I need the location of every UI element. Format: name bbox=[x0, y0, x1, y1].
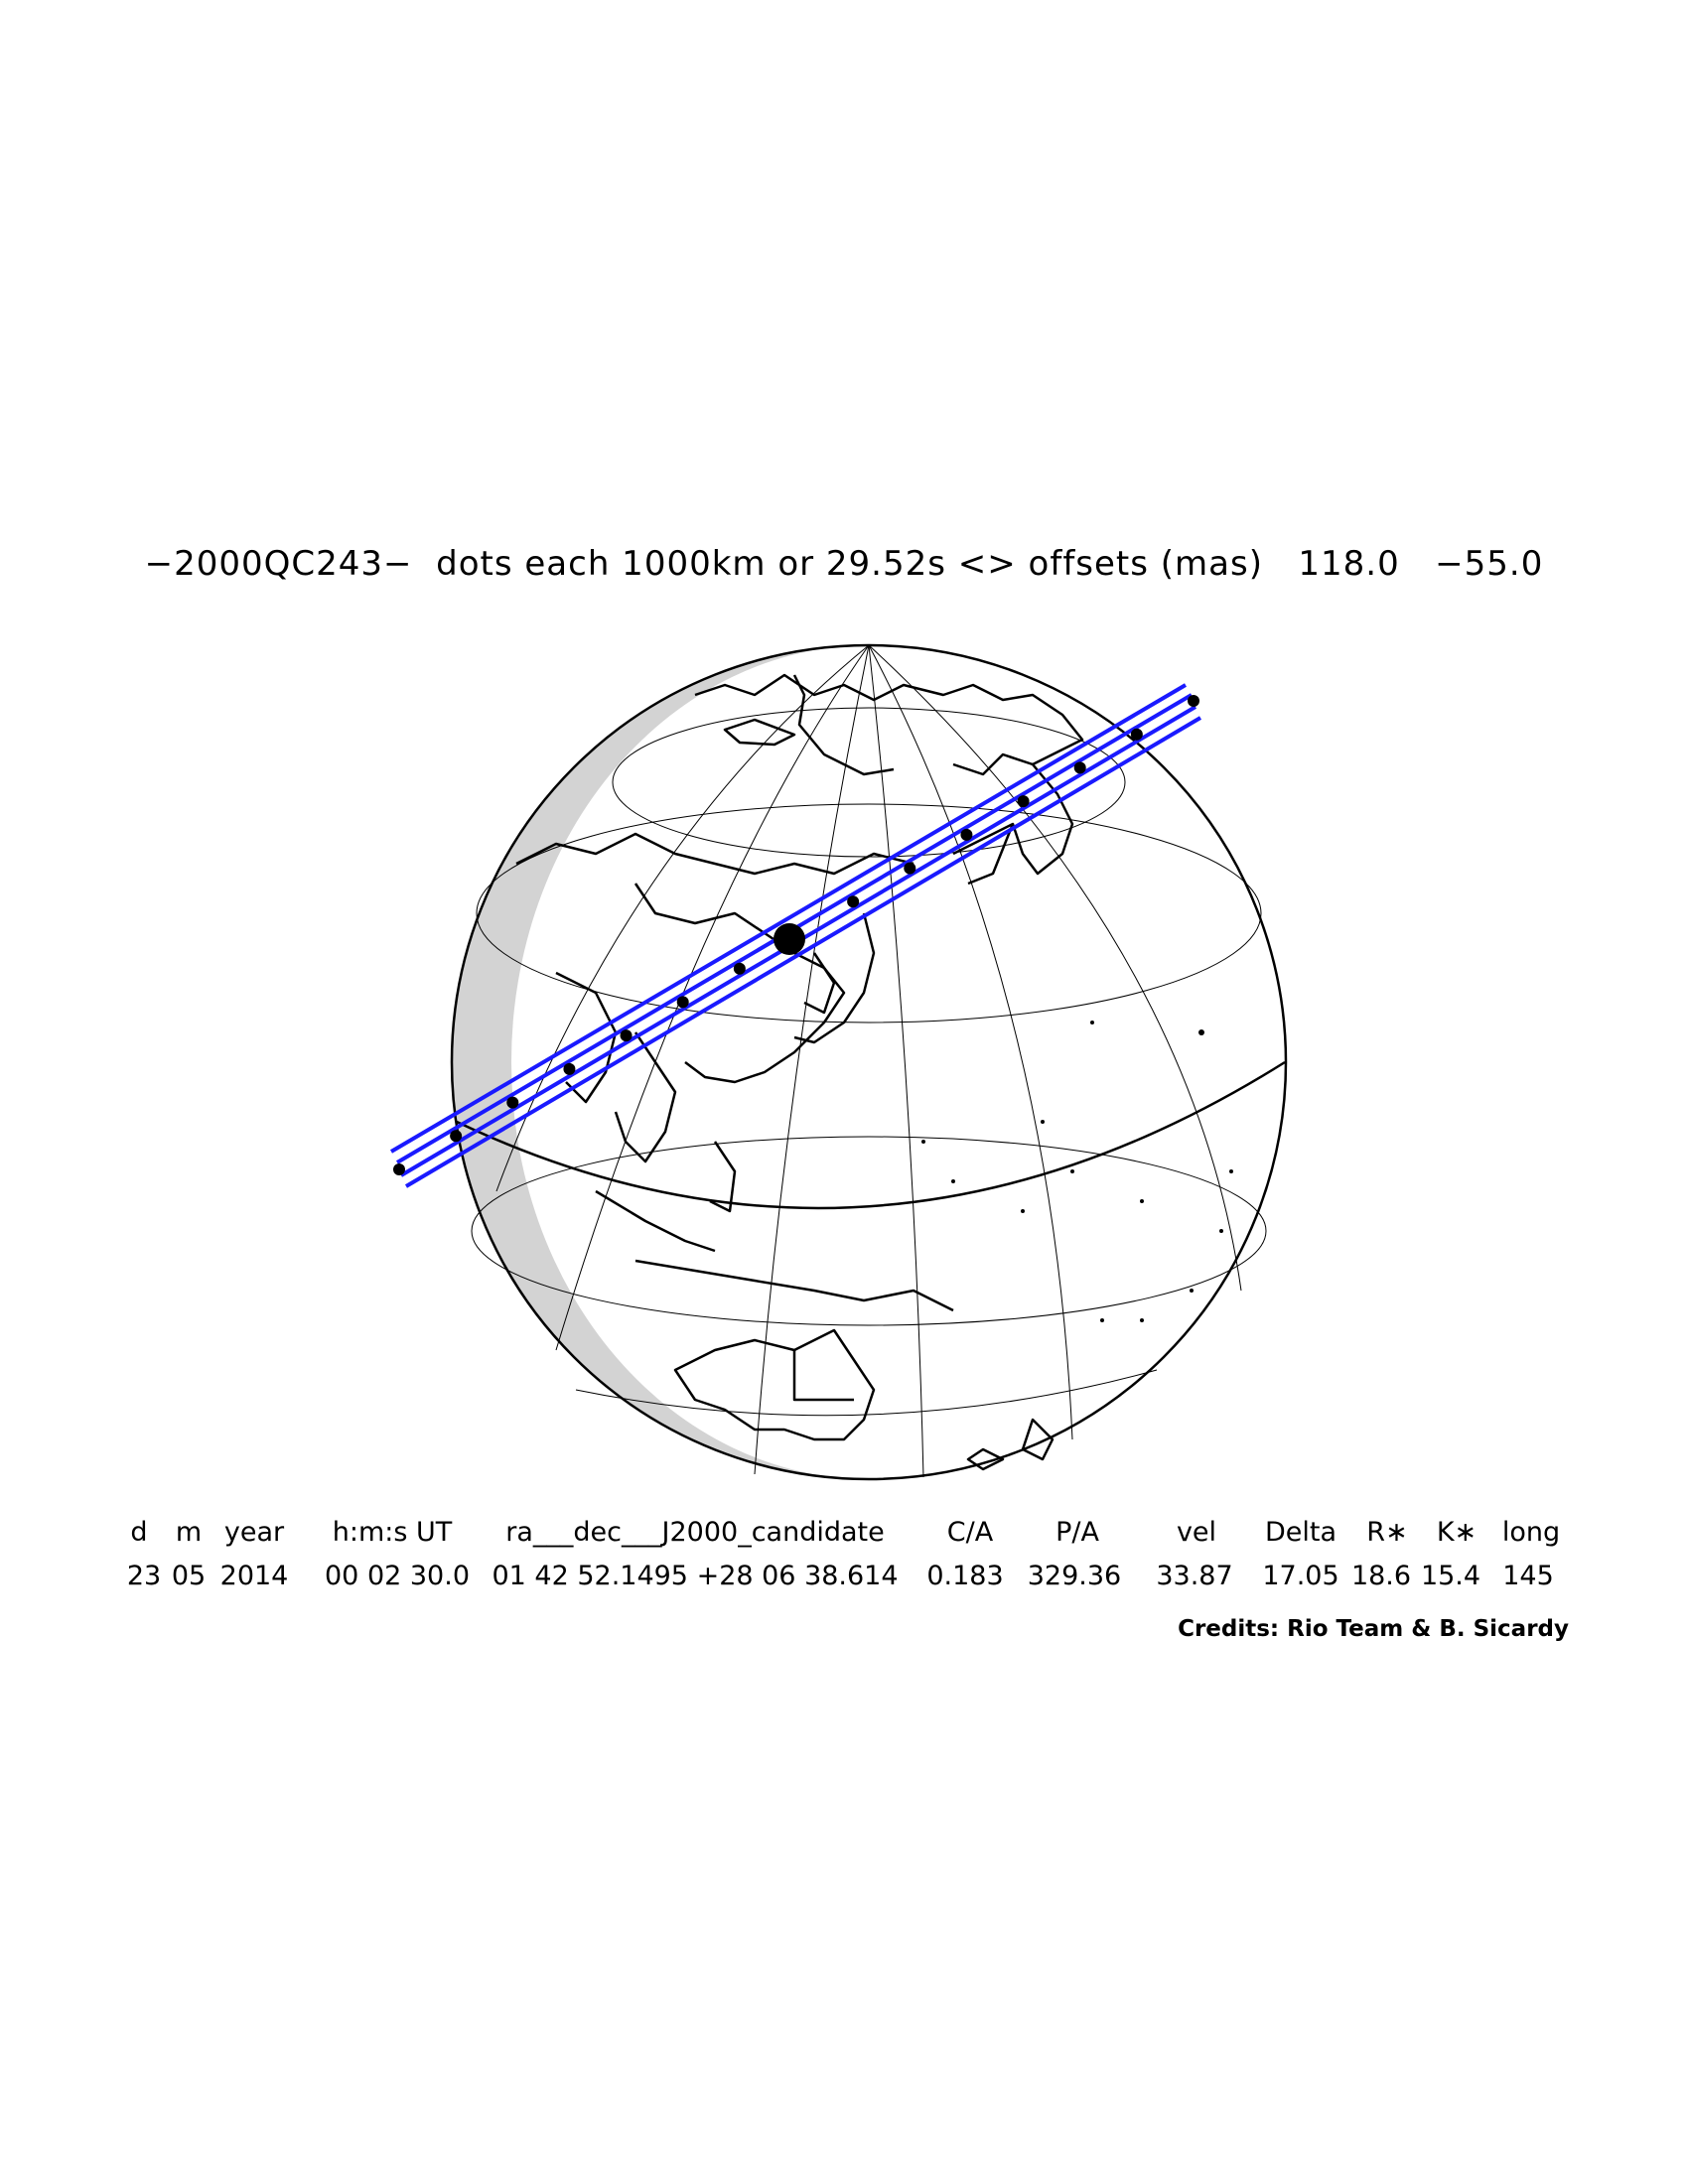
table-header-row: d m year h:m:s UT ra___dec___J2000_candidate… bbox=[0, 1517, 1688, 1557]
coastline bbox=[709, 1141, 737, 1213]
table-header-cell: long bbox=[1501, 1517, 1561, 1548]
coastline bbox=[952, 822, 1015, 886]
table-value-cell: 145 bbox=[1502, 1561, 1554, 1591]
coastline bbox=[723, 718, 796, 747]
coastline bbox=[694, 673, 1084, 776]
table-value-cell: 17.05 bbox=[1262, 1561, 1339, 1591]
track-dots bbox=[393, 695, 1199, 1175]
track-outer-north bbox=[389, 683, 1188, 1154]
track-dot bbox=[904, 862, 916, 875]
table-header-cell: h:m:s UT bbox=[332, 1517, 453, 1548]
table-value-cell: 00 02 30.0 bbox=[325, 1561, 470, 1591]
table-value-cell: 23 bbox=[126, 1561, 162, 1591]
table-header-cell: d bbox=[130, 1517, 148, 1548]
table-header-cell: year bbox=[223, 1517, 285, 1548]
meridian-line bbox=[868, 644, 1242, 1292]
night-shadow bbox=[452, 645, 869, 1479]
coastline bbox=[803, 952, 836, 1015]
table-header-cell: vel bbox=[1176, 1517, 1217, 1548]
track-dot bbox=[393, 1163, 405, 1175]
track-dot bbox=[1188, 695, 1199, 707]
coastline bbox=[1011, 763, 1074, 876]
meridian-line bbox=[555, 644, 870, 1351]
table-value-cell: 329.36 bbox=[1027, 1561, 1122, 1591]
track-dot bbox=[960, 828, 973, 841]
coastline bbox=[595, 1189, 716, 1253]
track-dot bbox=[733, 962, 746, 975]
track-dot bbox=[1130, 728, 1143, 741]
track-dot bbox=[1073, 761, 1086, 774]
coastlines bbox=[515, 673, 1084, 1471]
table-value-cell: 15.4 bbox=[1420, 1561, 1481, 1591]
coastline bbox=[614, 1031, 677, 1163]
latitude-line bbox=[575, 1369, 1158, 1417]
track-dot bbox=[506, 1096, 519, 1109]
table-value-cell: 18.6 bbox=[1350, 1561, 1412, 1591]
coastline bbox=[1021, 1418, 1055, 1461]
table-header-cell: C/A bbox=[946, 1517, 994, 1548]
table-value-cell: 01 42 52.1495 +28 06 38.614 bbox=[492, 1561, 899, 1591]
track-dot bbox=[563, 1062, 576, 1075]
pacific-islands bbox=[921, 1021, 1233, 1322]
table-value-cell: 05 bbox=[171, 1561, 207, 1591]
coastline bbox=[966, 1447, 1005, 1471]
meridian-line bbox=[868, 644, 1073, 1440]
coastline bbox=[792, 674, 895, 776]
equator-line bbox=[456, 1060, 1286, 1210]
credits: Credits: Rio Team & B. Sicardy bbox=[1178, 1616, 1569, 1642]
table-header-cell: ra___dec___J2000_candidate bbox=[505, 1517, 885, 1548]
table-header-cell: K∗ bbox=[1436, 1517, 1477, 1548]
table-header-cell: R∗ bbox=[1366, 1517, 1408, 1548]
table-header-cell: P/A bbox=[1055, 1517, 1099, 1548]
closest-approach-dot bbox=[774, 923, 805, 955]
latitude-line bbox=[476, 803, 1262, 1024]
track-dot bbox=[676, 996, 689, 1009]
table-header-cell: Delta bbox=[1264, 1517, 1337, 1548]
track-dot bbox=[847, 895, 860, 908]
table-value-cell: 0.183 bbox=[926, 1561, 1004, 1591]
state-border bbox=[792, 1350, 854, 1402]
table-value-cell: 2014 bbox=[219, 1561, 289, 1591]
latitude-line bbox=[471, 1136, 1267, 1326]
coastline bbox=[673, 1328, 876, 1441]
table-value-cell: 33.87 bbox=[1156, 1561, 1233, 1591]
track-dot bbox=[450, 1130, 463, 1143]
coastline bbox=[793, 912, 876, 1044]
table-header-cell: m bbox=[175, 1517, 203, 1548]
coastline bbox=[633, 883, 846, 1084]
track-outer-south bbox=[404, 716, 1202, 1188]
track-dot bbox=[620, 1029, 633, 1042]
track-dot bbox=[1017, 795, 1030, 808]
coastline bbox=[634, 1259, 954, 1312]
earth-disk bbox=[450, 643, 1288, 1481]
plot-title: −2000QC243− dots each 1000km or 29.52s <… bbox=[144, 544, 1544, 584]
meridian-line bbox=[868, 644, 924, 1478]
coastline bbox=[515, 832, 914, 876]
table-value-row: 23 05 2014 00 02 30.0 01 42 52.1495 +28 06 3… bbox=[0, 1561, 1688, 1600]
